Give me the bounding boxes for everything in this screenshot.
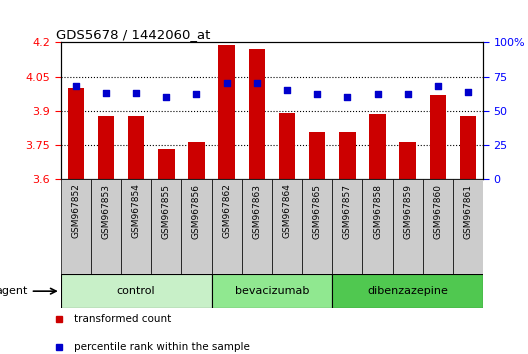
Point <box>132 90 140 96</box>
Bar <box>121 179 151 274</box>
Bar <box>369 114 386 179</box>
Bar <box>242 179 272 274</box>
Text: GSM967862: GSM967862 <box>222 184 231 239</box>
Text: GSM967865: GSM967865 <box>313 184 322 239</box>
Point <box>373 91 382 97</box>
Bar <box>332 179 362 274</box>
Text: GSM967854: GSM967854 <box>131 184 140 239</box>
Bar <box>249 49 265 179</box>
Bar <box>91 179 121 274</box>
Point <box>283 87 291 93</box>
Text: GSM967856: GSM967856 <box>192 184 201 239</box>
Point <box>72 83 80 89</box>
Bar <box>98 116 114 179</box>
Text: GSM967864: GSM967864 <box>282 184 291 239</box>
Text: GSM967852: GSM967852 <box>71 184 80 239</box>
Bar <box>212 179 242 274</box>
Text: GSM967857: GSM967857 <box>343 184 352 239</box>
Bar <box>61 274 212 308</box>
Text: GSM967863: GSM967863 <box>252 184 261 239</box>
Point <box>403 91 412 97</box>
Text: agent: agent <box>0 286 27 296</box>
Point <box>433 83 442 89</box>
Bar <box>128 116 145 179</box>
Point <box>162 94 171 100</box>
Bar <box>423 179 453 274</box>
Bar <box>68 88 84 179</box>
Text: GSM967861: GSM967861 <box>464 184 473 239</box>
Text: control: control <box>117 286 155 296</box>
Bar <box>182 179 212 274</box>
Bar <box>188 142 205 179</box>
Bar <box>212 274 332 308</box>
Bar <box>339 132 356 179</box>
Bar <box>219 45 235 179</box>
Bar <box>279 113 295 179</box>
Text: GSM967853: GSM967853 <box>101 184 110 239</box>
Point <box>102 90 110 96</box>
Bar <box>272 179 302 274</box>
Point <box>222 80 231 86</box>
Text: dibenzazepine: dibenzazepine <box>367 286 448 296</box>
Bar <box>393 179 423 274</box>
Point <box>192 91 201 97</box>
Bar <box>399 142 416 179</box>
Point <box>313 91 322 97</box>
Bar <box>430 95 446 179</box>
Point <box>343 94 352 100</box>
Point <box>464 89 472 95</box>
Bar <box>309 132 325 179</box>
Bar <box>61 179 91 274</box>
Text: GSM967859: GSM967859 <box>403 184 412 239</box>
Text: GSM967858: GSM967858 <box>373 184 382 239</box>
Bar <box>460 116 476 179</box>
Bar <box>302 179 332 274</box>
Point <box>252 80 261 86</box>
Bar <box>362 179 393 274</box>
Bar <box>332 274 483 308</box>
Bar <box>151 179 182 274</box>
Bar <box>453 179 483 274</box>
Text: percentile rank within the sample: percentile rank within the sample <box>74 342 250 352</box>
Text: GDS5678 / 1442060_at: GDS5678 / 1442060_at <box>56 28 211 41</box>
Text: transformed count: transformed count <box>74 314 171 325</box>
Text: GSM967855: GSM967855 <box>162 184 171 239</box>
Bar <box>158 149 175 179</box>
Text: bevacizumab: bevacizumab <box>235 286 309 296</box>
Text: GSM967860: GSM967860 <box>433 184 442 239</box>
